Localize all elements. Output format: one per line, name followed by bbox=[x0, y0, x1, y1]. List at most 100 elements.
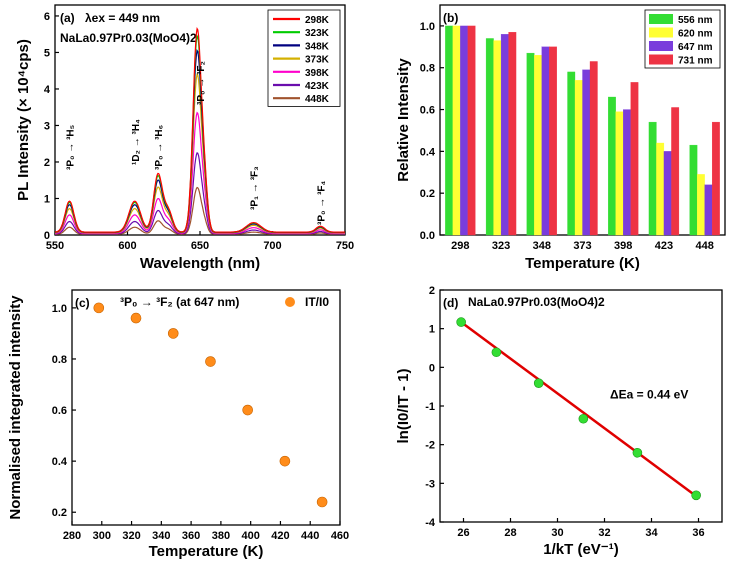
c-legend-marker bbox=[285, 297, 295, 307]
a-y-tick-label: 5 bbox=[44, 47, 50, 59]
a-transition-annotation: ³P₀ → ³F₄ bbox=[316, 180, 327, 225]
b-bar-620nm-298K bbox=[452, 25, 461, 236]
b-x-tick-label: 298 bbox=[451, 240, 469, 252]
d-x-tick-label: 36 bbox=[692, 527, 704, 539]
b-legend-label: 556 nm bbox=[678, 15, 713, 26]
panel-c-normalised-intensity: 280 300 320 340 360 380 400 420 440 460 0.2 0.4 0.6 0… bbox=[7, 289, 349, 560]
c-data-point bbox=[130, 312, 142, 324]
a-y-tick-label: 4 bbox=[44, 84, 51, 96]
d-y-tick-label: 1 bbox=[429, 324, 435, 336]
b-bar-556nm-373K bbox=[567, 71, 576, 236]
b-y-tick-label: 0.0 bbox=[420, 230, 435, 242]
panel-a-pl-spectra: 550 600 650 700 750 0 1 2 3 4 5 6 Wavelength (nm) PL … bbox=[15, 4, 354, 272]
c-y-tick-label: 0.2 bbox=[52, 507, 67, 519]
b-bar-731nm-423K bbox=[671, 107, 680, 236]
d-y-tick-label: -2 bbox=[425, 440, 435, 452]
b-y-tick-label: 0.2 bbox=[420, 188, 435, 200]
c-data-point bbox=[242, 404, 253, 416]
c-legend-label: IT/I0 bbox=[305, 295, 329, 309]
b-x-tick-label: 323 bbox=[492, 240, 510, 252]
b-bar-556nm-323K bbox=[485, 38, 494, 236]
c-x-tick-label: 320 bbox=[122, 530, 140, 542]
a-y-tick-label: 1 bbox=[44, 193, 50, 205]
a-y-axis-label: PL Intensity (× 10⁴cps) bbox=[15, 39, 32, 201]
d-data-point bbox=[632, 447, 643, 458]
a-panel-label: (a) bbox=[60, 11, 75, 25]
a-legend-label: 373K bbox=[305, 55, 330, 66]
d-y-tick-label: -3 bbox=[425, 478, 435, 490]
a-compound-label: NaLa0.97Pr0.03(MoO4)2 bbox=[60, 31, 197, 45]
d-panel-label: (d) bbox=[443, 296, 458, 310]
c-x-tick-label: 280 bbox=[63, 530, 81, 542]
b-legend-label: 647 nm bbox=[678, 42, 713, 53]
b-bar-620nm-448K bbox=[696, 174, 705, 236]
b-y-axis-label: Relative Intensity bbox=[395, 58, 412, 182]
b-x-tick-label: 398 bbox=[614, 240, 632, 252]
c-data-point bbox=[279, 455, 291, 467]
b-bar-647nm-448K bbox=[704, 184, 713, 236]
a-x-axis-label: Wavelength (nm) bbox=[140, 255, 260, 272]
d-activation-energy-annotation: ΔEa = 0.44 eV bbox=[610, 387, 688, 401]
a-transition-annotation: ¹D₂ → ³H₄ bbox=[131, 119, 142, 165]
d-x-axis-label: 1/kT (eV⁻¹) bbox=[543, 541, 618, 558]
b-y-tick-label: 0.8 bbox=[420, 63, 435, 75]
d-data-point bbox=[456, 317, 466, 327]
panel-d-activation-energy-fit: 26 28 30 32 34 36 -4 -3 -2 -1 0 1 2 1/kT (eV⁻¹) ln(I0/… bbox=[395, 285, 723, 558]
d-x-tick-label: 28 bbox=[504, 527, 516, 539]
panel-b-relative-intensity-bars: 0.0 0.2 0.4 0.6 0.8 1.0 298 323 348 373 398 423 448 T… bbox=[395, 4, 726, 272]
b-bar-556nm-298K bbox=[445, 25, 454, 236]
b-bar-620nm-423K bbox=[656, 142, 665, 236]
b-bar-556nm-398K bbox=[608, 96, 616, 236]
b-legend-swatch bbox=[649, 14, 673, 24]
b-x-tick-label: 373 bbox=[573, 240, 591, 252]
a-y-tick-label: 0 bbox=[44, 230, 50, 242]
d-plot-frame bbox=[439, 289, 723, 523]
b-legend-label: 731 nm bbox=[678, 56, 713, 67]
b-bar-647nm-348K bbox=[541, 46, 550, 236]
a-legend-label: 423K bbox=[305, 81, 330, 92]
b-legend-label: 620 nm bbox=[678, 29, 713, 40]
d-y-axis-label: ln(I0/IT - 1) bbox=[395, 368, 412, 443]
d-x-tick-label: 32 bbox=[598, 527, 610, 539]
c-y-axis-label: Normalised integrated intensity bbox=[7, 295, 24, 520]
a-transition-annotation: ³P₀ → ³H₆ bbox=[154, 125, 165, 170]
a-legend-label: 298K bbox=[305, 15, 330, 26]
b-bar-620nm-373K bbox=[574, 80, 583, 236]
b-panel-label: (b) bbox=[443, 11, 458, 25]
b-bar-731nm-348K bbox=[549, 46, 557, 236]
c-data-point bbox=[205, 356, 216, 367]
d-data-point bbox=[533, 378, 544, 388]
a-x-tick-label: 700 bbox=[263, 240, 281, 252]
c-panel-label: (c) bbox=[75, 296, 90, 310]
a-transition-annotation: ³P₁ → ³F₃ bbox=[250, 166, 261, 210]
c-x-tick-label: 360 bbox=[182, 530, 200, 542]
b-bar-647nm-323K bbox=[500, 34, 509, 236]
c-data-point bbox=[93, 302, 105, 314]
a-legend-label: 323K bbox=[305, 28, 330, 39]
a-y-tick-label: 6 bbox=[44, 11, 50, 23]
a-legend-label: 348K bbox=[305, 41, 330, 52]
b-bar-647nm-423K bbox=[663, 151, 672, 236]
b-y-tick-label: 0.6 bbox=[420, 105, 435, 117]
c-plot-frame bbox=[71, 289, 341, 526]
b-bar-556nm-448K bbox=[689, 144, 698, 236]
b-y-tick-label: 0.4 bbox=[420, 146, 436, 158]
a-x-tick-label: 600 bbox=[118, 240, 136, 252]
b-legend-swatch bbox=[649, 54, 673, 65]
b-bar-556nm-423K bbox=[648, 121, 657, 236]
a-legend-label: 398K bbox=[305, 68, 330, 79]
d-y-tick-label: 0 bbox=[429, 362, 435, 374]
a-y-tick-label: 3 bbox=[44, 120, 50, 132]
d-data-point bbox=[691, 490, 701, 501]
b-bar-731nm-373K bbox=[589, 61, 598, 236]
b-bar-731nm-323K bbox=[508, 32, 517, 236]
b-bar-647nm-298K bbox=[460, 25, 469, 236]
d-x-tick-label: 26 bbox=[457, 527, 469, 539]
b-bar-620nm-348K bbox=[534, 55, 542, 236]
d-y-tick-label: 2 bbox=[429, 285, 435, 297]
a-excitation-title: λex = 449 nm bbox=[85, 11, 160, 25]
c-y-tick-label: 0.8 bbox=[52, 354, 67, 366]
c-y-tick-label: 0.6 bbox=[52, 405, 67, 417]
c-transition-title: ³P₀ → ³F₂ (at 647 nm) bbox=[120, 295, 239, 309]
